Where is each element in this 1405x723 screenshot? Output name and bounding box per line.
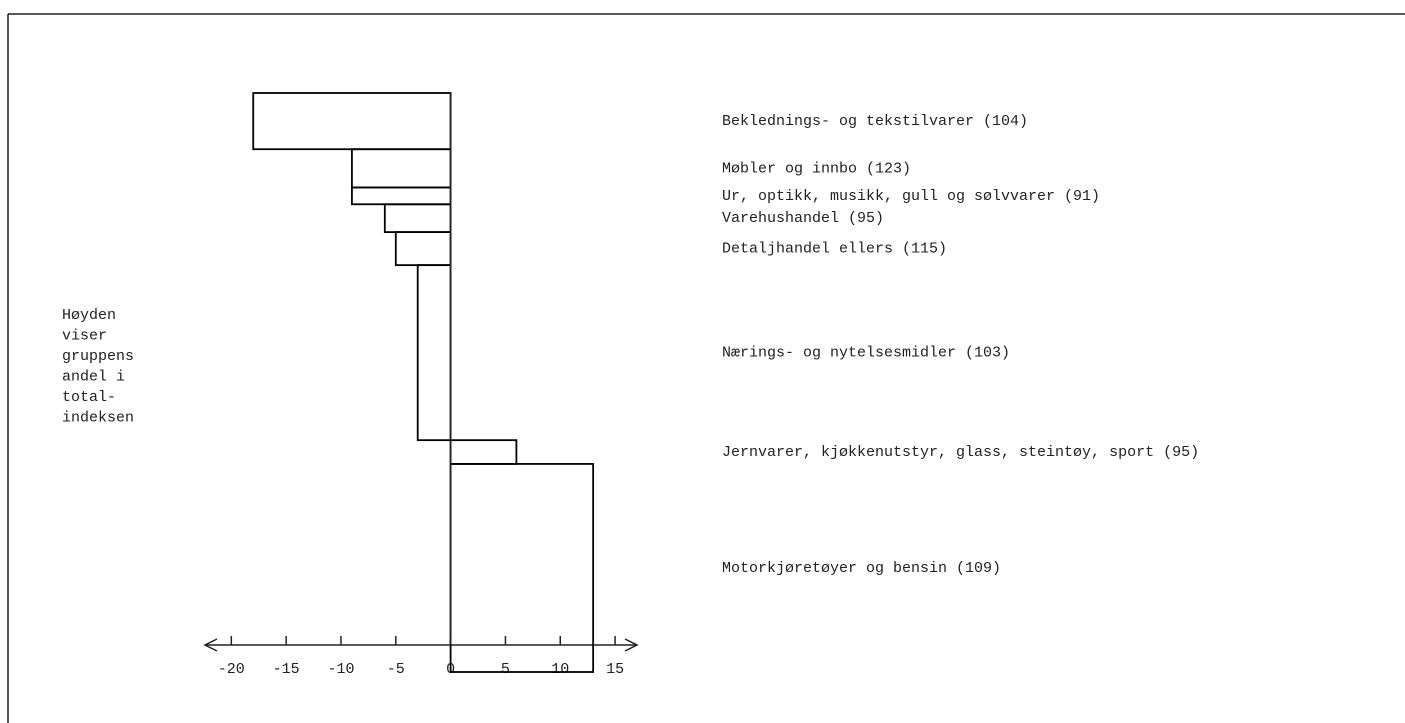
x-tick-label: 15 <box>606 661 624 678</box>
category-label: Varehushandel (95) <box>722 210 884 227</box>
annotation-line: gruppens <box>62 348 134 365</box>
x-tick-label: -5 <box>387 661 405 678</box>
category-label: Motorkjøretøyer og bensin (109) <box>722 560 1001 577</box>
annotation-line: indeksen <box>62 409 134 426</box>
bar <box>351 148 452 189</box>
category-label: Detaljhandel ellers (115) <box>722 241 947 258</box>
bar <box>394 231 452 267</box>
category-label: Møbler og innbo (123) <box>722 160 911 177</box>
axis-arrow <box>624 638 639 652</box>
bar <box>252 92 452 151</box>
bar <box>416 264 452 442</box>
x-tick-label: -20 <box>218 661 245 678</box>
x-tick-label: 5 <box>501 661 510 678</box>
x-tick-label: -10 <box>327 661 354 678</box>
x-tick-label: 10 <box>551 661 569 678</box>
bar <box>449 463 595 673</box>
category-label: Ur, optikk, musikk, gull og sølvvarer (9… <box>722 188 1100 205</box>
bar <box>449 439 518 465</box>
bar <box>351 186 452 206</box>
annotation-line: Høyden <box>62 307 116 324</box>
annotation-line: andel i <box>62 368 125 385</box>
category-label: Jernvarer, kjøkkenutstyr, glass, steintø… <box>722 444 1199 461</box>
category-label: Beklednings- og tekstilvarer (104) <box>722 113 1028 130</box>
annotation-line: total- <box>62 389 116 406</box>
category-label: Nærings- og nytelsesmidler (103) <box>722 345 1010 362</box>
bar <box>383 203 452 233</box>
annotation-line: viser <box>62 327 107 344</box>
axis-arrow <box>203 638 218 652</box>
x-tick-label: -15 <box>273 661 300 678</box>
